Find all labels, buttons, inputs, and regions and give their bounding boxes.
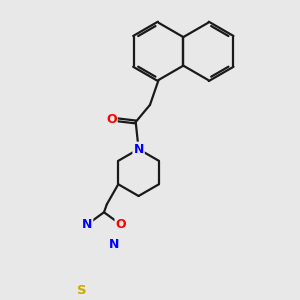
- Text: N: N: [134, 142, 144, 156]
- Text: S: S: [77, 284, 86, 297]
- Text: O: O: [106, 112, 117, 126]
- Text: O: O: [116, 218, 126, 231]
- Text: N: N: [82, 218, 92, 231]
- Text: N: N: [109, 238, 120, 251]
